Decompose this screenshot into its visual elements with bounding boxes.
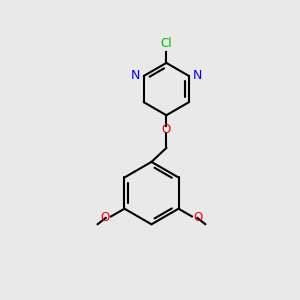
Text: Cl: Cl	[160, 37, 172, 50]
Text: N: N	[131, 70, 140, 83]
Text: O: O	[162, 123, 171, 136]
Text: O: O	[100, 211, 110, 224]
Text: O: O	[193, 211, 202, 224]
Text: N: N	[193, 70, 202, 83]
